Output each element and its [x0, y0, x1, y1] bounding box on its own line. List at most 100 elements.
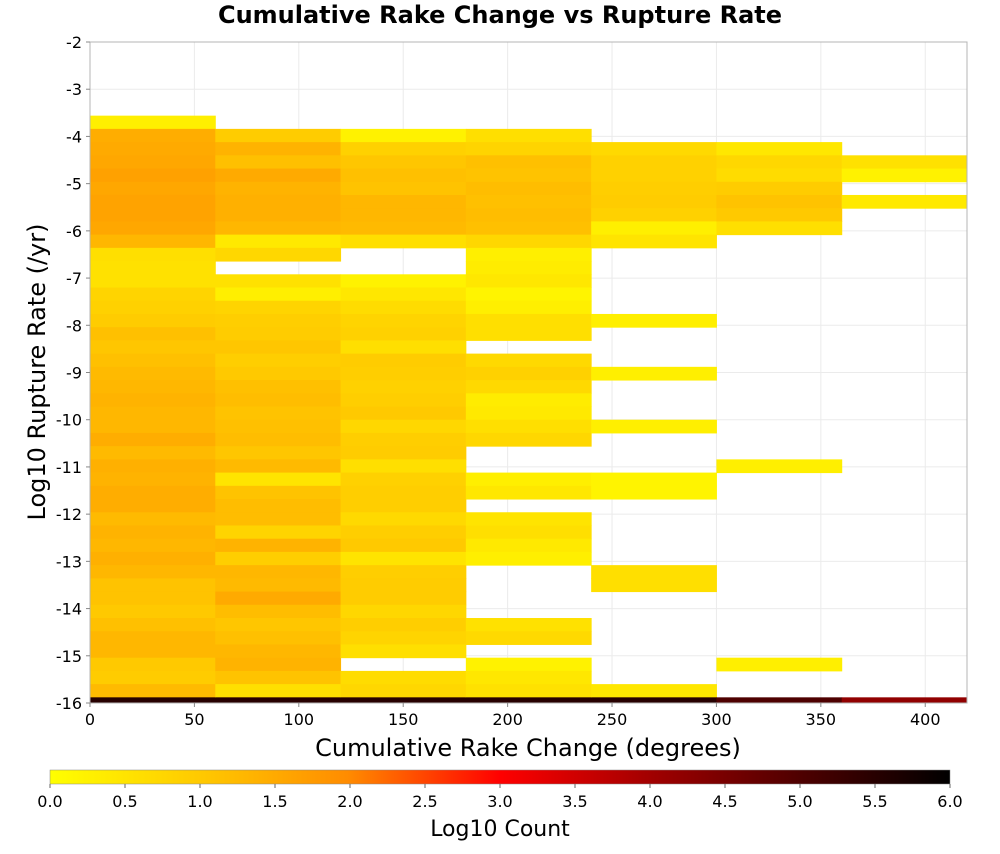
heatmap-cell — [215, 234, 342, 249]
heatmap-cell — [591, 181, 717, 196]
heatmap-cell — [215, 287, 342, 302]
heatmap-cell — [340, 313, 467, 328]
heatmap-cell — [340, 644, 467, 659]
heatmap-cell — [841, 194, 967, 209]
colorbar-ticks: 0.0 0.5 1.0 1.5 2.0 2.5 3.0 3.5 4.0 4.5 5.0 5.5 6.0 — [37, 784, 963, 811]
heatmap-cell — [340, 459, 467, 474]
heatmap-cell — [215, 618, 342, 632]
heatmap-cell — [215, 446, 342, 460]
heatmap-cell — [591, 234, 717, 249]
x-tick-label: 250 — [597, 710, 628, 729]
heatmap-cell — [716, 208, 843, 222]
heatmap-cell — [90, 234, 216, 249]
heatmap-cell — [591, 168, 717, 183]
heatmap-cell — [465, 366, 592, 381]
heatmap-cell — [340, 670, 467, 685]
heatmap-cell — [90, 340, 216, 355]
heatmap-cell — [591, 485, 717, 500]
heatmap-cell — [591, 419, 717, 434]
heatmap-cell — [591, 366, 717, 381]
heatmap-cell — [340, 525, 467, 540]
heatmap-cell — [340, 274, 467, 289]
heatmap-cell — [90, 499, 216, 513]
colorbar-tick-label: 4.0 — [637, 792, 662, 811]
heatmap-cell — [340, 287, 467, 302]
x-tick-label: 350 — [806, 710, 837, 729]
colorbar-tick-label: 3.5 — [562, 792, 587, 811]
y-tick-label: -10 — [56, 411, 82, 430]
heatmap-cell — [215, 459, 342, 474]
heatmap-cell — [215, 393, 342, 407]
heatmap-cell — [340, 684, 467, 698]
heatmap-cell — [90, 419, 216, 434]
heatmap-cell — [215, 551, 342, 566]
heatmap-cell — [215, 644, 342, 659]
heatmap-cell — [340, 591, 467, 606]
colorbar-tick-label: 1.0 — [187, 792, 212, 811]
y-tick-label: -5 — [66, 175, 82, 194]
heatmap-cell — [215, 657, 342, 672]
heatmap-cell — [465, 194, 592, 209]
colorbar-tick-label: 0.0 — [37, 792, 62, 811]
heatmap-cell — [465, 432, 592, 447]
heatmap-cell — [716, 221, 843, 236]
y-tick-label: -6 — [66, 222, 82, 241]
heatmap-cell — [340, 419, 467, 434]
x-tick-label: 0 — [85, 710, 95, 729]
heatmap-cell — [591, 208, 717, 222]
y-axis-ticks: -2 -3 -4 -5 -6 -7 -8 -9 -10 -11 -12 -13 -14 -15 -16 — [56, 33, 90, 713]
colorbar-label: Log10 Count — [430, 817, 570, 842]
heatmap-cell — [340, 353, 467, 368]
heatmap-cell — [90, 604, 216, 619]
x-tick-label: 50 — [184, 710, 204, 729]
x-tick-label: 200 — [492, 710, 523, 729]
heatmap-cell — [340, 472, 467, 487]
heatmap-cell — [90, 261, 216, 275]
heatmap-cell — [465, 168, 592, 183]
heatmap-cell — [215, 208, 342, 222]
heatmap-cell — [340, 142, 467, 156]
heatmap-cell — [465, 327, 592, 341]
heatmap-cell — [340, 499, 467, 513]
heatmap-cell — [215, 155, 342, 170]
heatmap-cell — [465, 234, 592, 249]
heatmap-cell — [90, 512, 216, 526]
heatmap-cell — [591, 313, 717, 328]
heatmap-cell — [90, 393, 216, 407]
heatmap-cell — [215, 313, 342, 328]
heatmap-cell — [90, 538, 216, 553]
heatmap-cell — [90, 618, 216, 632]
heatmap-cell — [340, 432, 467, 447]
heatmap-cell — [340, 604, 467, 619]
heatmap-cell — [340, 380, 467, 394]
heatmap-cell — [465, 313, 592, 328]
heatmap-cell — [465, 472, 592, 487]
heatmap-cell — [465, 419, 592, 434]
heatmap-cell — [340, 697, 467, 703]
colorbar-tick-label: 6.0 — [937, 792, 962, 811]
heatmap-cell — [215, 380, 342, 394]
y-tick-label: -2 — [66, 33, 82, 52]
heatmap-cell — [90, 565, 216, 579]
heatmap-cell — [465, 538, 592, 553]
heatmap-cell — [340, 551, 467, 566]
heatmap-cell — [90, 247, 216, 262]
y-tick-label: -13 — [56, 552, 82, 571]
heatmap-cell — [215, 366, 342, 381]
colorbar-tick-label: 3.0 — [487, 792, 512, 811]
heatmap-cell — [215, 525, 342, 540]
heatmap-cell — [215, 604, 342, 619]
heatmap-cell — [340, 565, 467, 579]
heatmap-cell — [591, 697, 717, 703]
heatmap-cell — [465, 300, 592, 315]
colorbar-tick-label: 1.5 — [262, 792, 287, 811]
heatmap-cell — [340, 168, 467, 183]
heatmap-cell — [591, 155, 717, 170]
y-tick-label: -16 — [56, 694, 82, 713]
heatmap-cell — [215, 340, 342, 355]
heatmap-cell — [215, 327, 342, 341]
heatmap-cell — [215, 670, 342, 685]
x-tick-label: 300 — [701, 710, 732, 729]
heatmap-cell — [591, 194, 717, 209]
